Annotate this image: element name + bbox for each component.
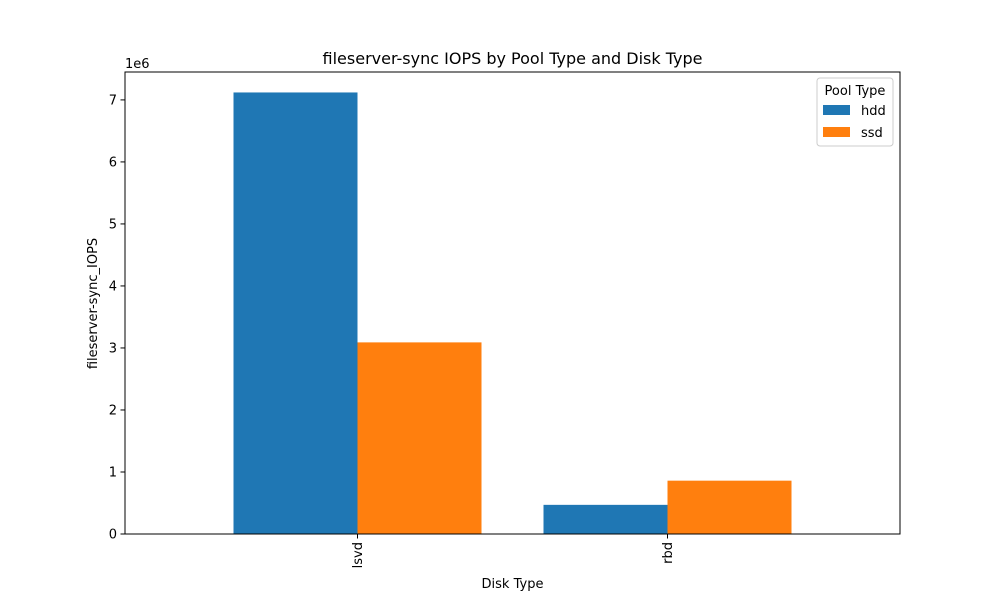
axes-frame: [124, 71, 901, 535]
legend-title: Pool Type: [825, 84, 886, 99]
y-axis-label: fileserver-sync_IOPS: [86, 238, 101, 369]
bar-hdd-lsvd: [233, 92, 358, 535]
y-tick-label: 2: [109, 403, 117, 418]
y-tick-label: 4: [109, 279, 117, 294]
plot-area: 0 1 2 3 4 5 6 7 lsvd rbd: [109, 71, 901, 568]
x-tick-label: lsvd: [351, 542, 366, 568]
bar-hdd-rbd: [543, 504, 668, 534]
bar-ssd-lsvd: [357, 342, 482, 534]
y-offset-label: 1e6: [125, 57, 150, 72]
y-tick-label: 3: [109, 341, 117, 356]
y-tick-label: 6: [109, 155, 117, 170]
chart-title: fileserver-sync IOPS by Pool Type and Di…: [323, 49, 703, 68]
legend: Pool Type hdd ssd: [816, 77, 894, 147]
legend-label-ssd: ssd: [861, 126, 883, 141]
legend-swatch-ssd: [823, 127, 850, 137]
legend-label-hdd: hdd: [861, 104, 886, 119]
x-tick-label: rbd: [661, 542, 676, 564]
y-tick-label: 1: [109, 465, 117, 480]
y-tick-label: 7: [109, 93, 117, 108]
bar-ssd-rbd: [667, 480, 792, 534]
legend-swatch-hdd: [823, 105, 850, 115]
y-tick-label: 0: [109, 528, 117, 543]
y-tick-label: 5: [109, 217, 117, 232]
x-axis-label: Disk Type: [482, 577, 544, 592]
